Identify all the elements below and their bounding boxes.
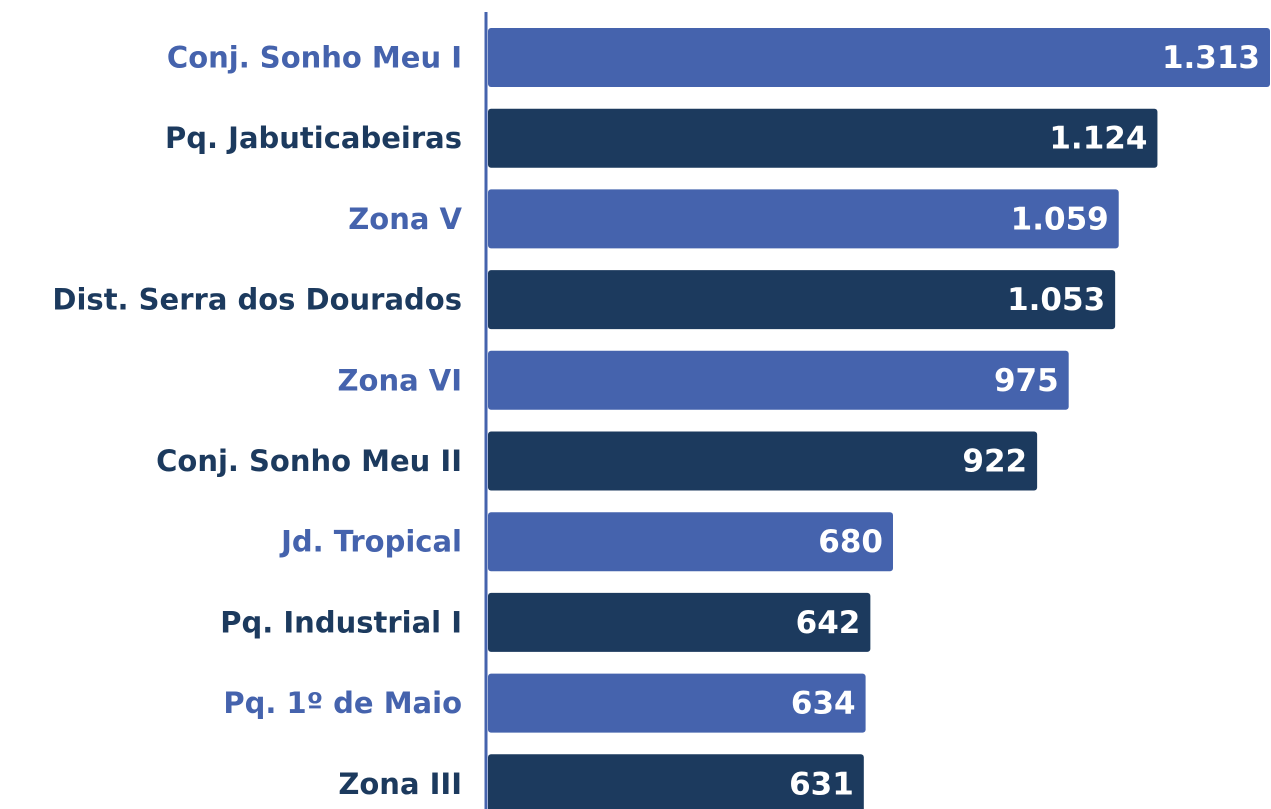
- bar: [488, 108, 1158, 168]
- bar: [488, 754, 864, 809]
- value-label: 1.124: [1049, 121, 1147, 157]
- category-label: Zona VI: [338, 363, 463, 397]
- value-label: 922: [962, 444, 1027, 480]
- category-label: Pq. Industrial I: [220, 605, 462, 639]
- value-label: 1.059: [1011, 201, 1109, 237]
- category-label: Pq. 1º de Maio: [223, 686, 462, 720]
- value-label: 642: [796, 605, 861, 641]
- bar: [488, 512, 893, 572]
- bar: [488, 431, 1038, 491]
- bar: [488, 350, 1069, 410]
- bar: [488, 673, 866, 733]
- category-label: Conj. Sonho Meu II: [156, 444, 462, 478]
- category-label: Pq. Jabuticabeiras: [165, 121, 462, 155]
- value-label: 680: [818, 524, 883, 560]
- category-label: Zona III: [338, 767, 462, 801]
- bar: [488, 592, 871, 652]
- value-label: 1.313: [1162, 40, 1260, 76]
- category-label: Conj. Sonho Meu I: [167, 41, 462, 75]
- bar: [488, 28, 1270, 87]
- category-label: Zona V: [348, 202, 462, 236]
- bar: [488, 270, 1116, 330]
- value-label: 975: [994, 363, 1059, 399]
- category-label: Jd. Tropical: [279, 525, 462, 559]
- bar: [488, 189, 1119, 249]
- category-label: Dist. Serra dos Dourados: [52, 283, 462, 317]
- value-label: 1.053: [1007, 282, 1105, 318]
- value-label: 631: [789, 766, 854, 802]
- value-label: 634: [791, 686, 856, 722]
